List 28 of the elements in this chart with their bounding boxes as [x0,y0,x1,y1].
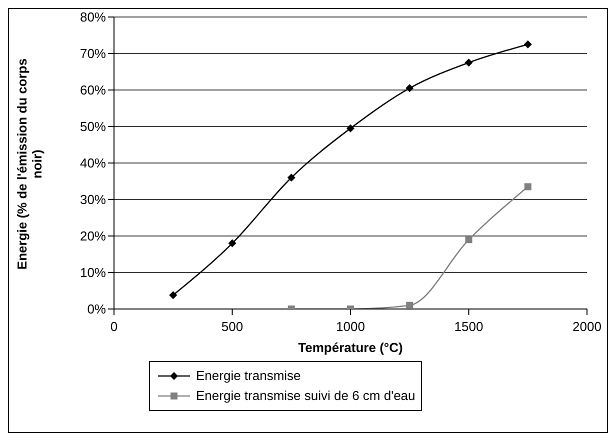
y-tick-label: 10% [80,265,106,280]
point [406,84,414,92]
point [169,291,178,300]
x-tick-label: 1500 [454,319,484,334]
y-tick-label: 80% [80,10,106,25]
y-tick-label: 20% [80,228,106,244]
x-axis-title: Température (°C) [298,340,403,355]
point [406,302,414,309]
point [346,124,354,132]
y-tick-label: 70% [80,46,106,62]
y-tick-label: 30% [80,192,106,208]
x-tick-label: 1000 [336,319,365,334]
y-tick-label: 40% [80,156,106,171]
x-tick-label: 500 [221,319,244,334]
point [464,58,473,67]
point [287,174,296,182]
y-axis-title: Energie (% de l'émission du corps noir) [14,57,44,272]
point [228,239,236,248]
y-tick-label: 60% [80,82,106,98]
x-tick-label: 2000 [572,319,602,334]
point [524,183,532,190]
x-tick-label: 0 [110,319,118,334]
legend-label: Energie transmise [196,367,301,385]
legend-label: Energie transmise suivi de 6 cm d'eau [196,387,416,405]
y-tick-label: 0% [87,302,106,317]
point [465,236,472,244]
point [524,40,532,48]
y-tick-label: 50% [80,119,106,134]
